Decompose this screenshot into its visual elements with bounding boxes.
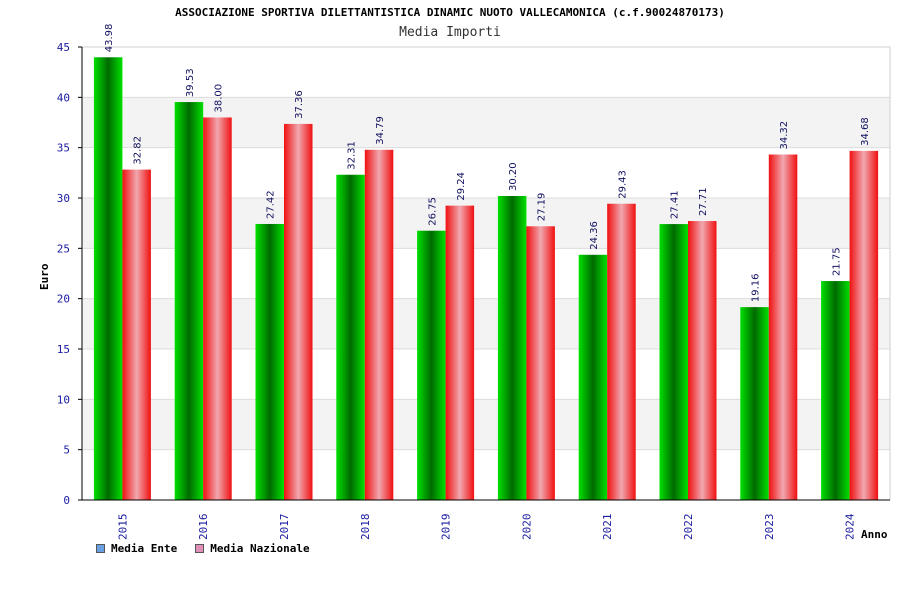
bar-value-label: 32.82: [133, 136, 144, 165]
bar: [122, 169, 151, 500]
y-tick-label: 40: [57, 91, 70, 104]
bar-value-label: 27.19: [537, 193, 548, 222]
legend-item-media-nazionale: Media Nazionale: [195, 542, 310, 555]
bar-value-label: 29.43: [617, 170, 628, 199]
x-tick-label: 2020: [520, 514, 533, 541]
y-tick-label: 25: [57, 242, 70, 255]
bar-value-label: 32.31: [347, 141, 358, 170]
bar: [203, 117, 232, 500]
x-tick-label: 2017: [278, 514, 291, 541]
y-tick-label: 45: [57, 41, 70, 54]
bar: [445, 205, 475, 500]
bar-value-label: 27.71: [698, 187, 709, 216]
bar-value-label: 27.41: [670, 190, 681, 219]
bar: [688, 221, 717, 500]
bar-value-label: 19.16: [751, 273, 762, 302]
bar-value-label: 26.75: [427, 197, 438, 226]
chart-title: ASSOCIAZIONE SPORTIVA DILETTANTISTICA DI…: [175, 6, 725, 19]
bar-value-label: 37.36: [294, 90, 305, 119]
bar-value-label: 34.79: [375, 116, 386, 145]
bar-value-label: 21.75: [831, 247, 842, 276]
bar: [849, 150, 879, 500]
chart-subtitle: Media Importi: [399, 25, 501, 40]
x-axis-label: Anno: [861, 528, 888, 541]
y-tick-label: 20: [57, 293, 70, 306]
bar: [821, 281, 850, 500]
bar-value-label: 38.00: [213, 84, 224, 113]
legend-item-media-ente: Media Ente: [96, 542, 177, 555]
x-tick-label: 2019: [440, 514, 453, 541]
legend-label-media-ente: Media Ente: [111, 542, 178, 555]
x-tick-label: 2016: [197, 514, 210, 541]
x-tick-label: 2023: [763, 514, 776, 541]
x-tick-label: 2022: [682, 514, 695, 541]
y-tick-label: 15: [57, 343, 70, 356]
bar: [174, 102, 204, 500]
legend-swatch-media-ente: [96, 544, 105, 553]
y-tick-label: 10: [57, 393, 70, 406]
legend-label-media-nazionale: Media Nazionale: [210, 542, 310, 555]
x-tick-label: 2021: [601, 514, 614, 541]
bar: [93, 57, 123, 500]
y-tick-label: 5: [63, 444, 70, 457]
y-tick-label: 0: [63, 494, 70, 507]
bar-value-label: 34.32: [779, 121, 790, 150]
legend: Media Ente Media Nazionale: [96, 542, 310, 555]
bar: [607, 203, 636, 500]
bar-value-label: 30.20: [508, 162, 519, 191]
bar: [284, 123, 313, 500]
bar: [255, 223, 284, 501]
x-tick-label: 2024: [844, 513, 857, 540]
x-tick-label: 2015: [116, 514, 129, 541]
plot-band: [82, 47, 890, 98]
bar-value-label: 24.36: [589, 221, 600, 250]
bar: [497, 195, 527, 500]
y-tick-label: 35: [57, 142, 70, 155]
bar-value-label: 39.53: [185, 68, 196, 97]
bar: [659, 224, 688, 500]
x-tick-label: 2018: [359, 514, 372, 541]
bar: [336, 174, 365, 500]
bar-value-label: 29.24: [456, 172, 467, 201]
bar: [740, 307, 769, 500]
bar: [578, 254, 608, 500]
bar-value-label: 27.42: [266, 190, 277, 219]
bar: [526, 226, 555, 500]
legend-swatch-media-nazionale: [195, 544, 205, 553]
y-tick-label: 30: [57, 192, 70, 205]
bar: [768, 154, 798, 500]
bar-value-label: 43.98: [104, 24, 115, 53]
bar: [364, 149, 394, 500]
bar: [417, 230, 446, 500]
bar-value-label: 34.68: [860, 117, 871, 146]
